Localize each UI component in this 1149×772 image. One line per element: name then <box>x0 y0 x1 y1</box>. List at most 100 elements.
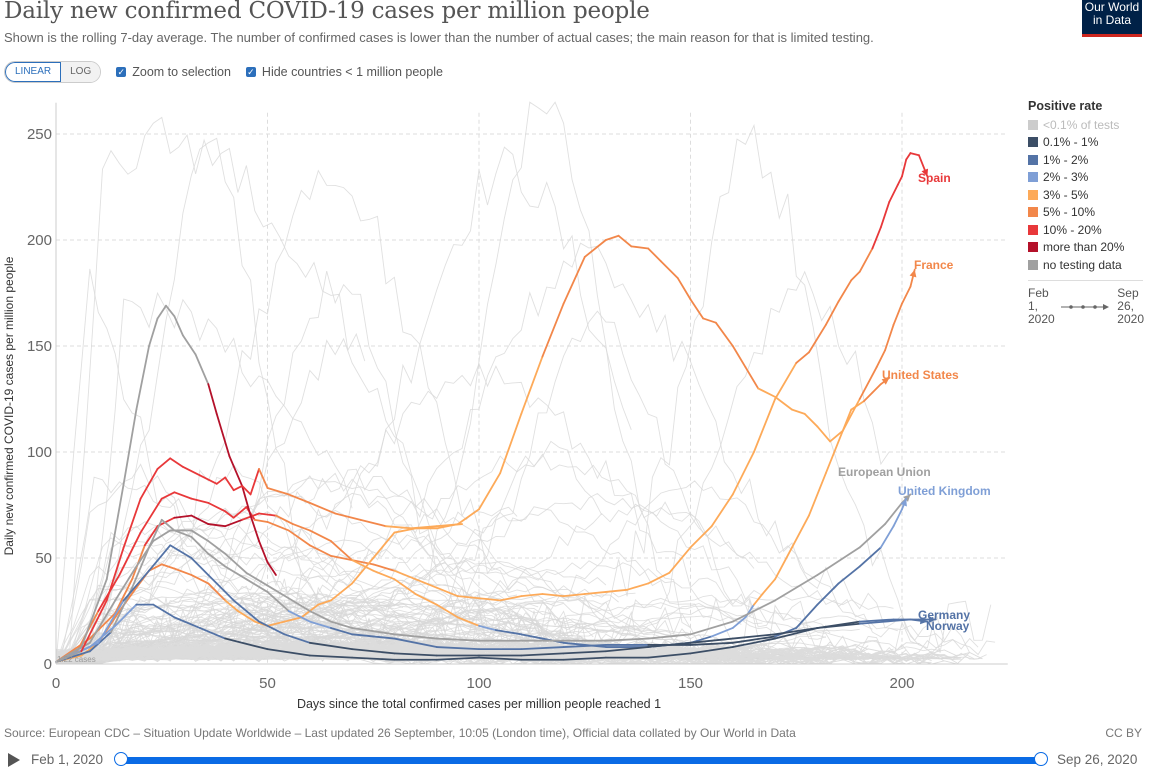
series-segment <box>837 565 861 585</box>
owid-logo[interactable]: Our World in Data <box>1082 0 1142 37</box>
series-end-arrow-icon <box>909 269 917 278</box>
series-segment <box>871 383 882 394</box>
series-segment <box>330 582 354 602</box>
series-segment <box>359 518 387 528</box>
series-segment <box>478 624 497 631</box>
background-country-line <box>55 641 742 661</box>
series-segment <box>499 595 523 602</box>
series-label[interactable]: France <box>914 258 954 272</box>
series-segment <box>791 514 810 549</box>
gridlines <box>56 112 1008 664</box>
legend-title: Positive rate <box>1028 99 1103 113</box>
series-segment <box>266 487 290 496</box>
series-segment <box>689 646 734 655</box>
legend-item[interactable]: no testing data <box>1028 256 1144 274</box>
series-segment <box>702 317 717 324</box>
source-note: Source: European CDC – Situation Update … <box>4 726 796 740</box>
series-segment <box>207 582 227 602</box>
zoom-to-selection-checkbox[interactable]: ✓ Zoom to selection <box>116 65 231 79</box>
series-belgium[interactable] <box>55 457 463 663</box>
legend-item[interactable]: more than 20% <box>1028 239 1144 257</box>
series-segment <box>761 578 776 595</box>
series-segment <box>152 529 172 542</box>
series-segment <box>888 183 899 203</box>
series-segment <box>114 603 138 627</box>
series-segment <box>583 239 607 258</box>
series-label[interactable]: Norway <box>926 619 970 633</box>
series-label[interactable]: European Union <box>838 465 931 479</box>
legend-item[interactable]: 10% - 20% <box>1028 221 1144 239</box>
series-segment <box>372 635 396 640</box>
timeline-track[interactable] <box>120 757 1042 764</box>
series-segment <box>173 616 201 629</box>
series-segment <box>858 620 886 625</box>
log-scale-button[interactable]: LOG <box>61 62 101 82</box>
series-norway[interactable] <box>55 603 929 663</box>
series-segment <box>884 501 903 525</box>
series-label[interactable]: Germany <box>918 608 970 622</box>
timeline-start-label: Feb 1, 2020 <box>31 752 104 767</box>
chart-controls: LINEAR LOG ✓ Zoom to selection ✓ Hide co… <box>4 61 443 83</box>
series-segment <box>173 529 193 538</box>
legend-item[interactable]: 2% - 3% <box>1028 169 1144 187</box>
series-united-kingdom[interactable] <box>55 497 908 663</box>
series-segment <box>896 175 903 186</box>
legend-item[interactable]: 5% - 10% <box>1028 204 1144 222</box>
background-country-line <box>68 116 366 665</box>
series-segment <box>879 200 891 229</box>
hide-small-countries-checkbox[interactable]: ✓ Hide countries < 1 million people <box>245 65 443 79</box>
series-label[interactable]: Spain <box>918 171 951 185</box>
legend-swatch <box>1028 189 1038 200</box>
linear-scale-button[interactable]: LINEAR <box>5 62 62 82</box>
series-segment <box>308 610 332 623</box>
series-segment <box>541 593 565 598</box>
series-spain[interactable] <box>55 152 929 663</box>
legend-item[interactable]: 0.1% - 1% <box>1028 134 1144 152</box>
line-chart[interactable]: Spain France United States European Union Un… <box>0 92 1020 722</box>
series-segment <box>435 637 480 642</box>
series-segment <box>858 247 874 273</box>
x-tick-label: 0 <box>52 675 60 692</box>
series-segment <box>791 408 806 415</box>
y-tick-label: 200 <box>27 232 52 249</box>
legend-item[interactable]: 3% - 5% <box>1028 186 1144 204</box>
license-link[interactable]: CC BY <box>1105 726 1142 740</box>
series-segment <box>190 557 210 576</box>
legend-item[interactable]: <0.1% of tests <box>1028 116 1144 134</box>
legend-item[interactable]: 1% - 2% <box>1028 151 1144 169</box>
series-segment <box>520 633 544 640</box>
play-icon[interactable] <box>8 753 20 767</box>
series-label[interactable]: United Kingdom <box>898 484 991 498</box>
legend-swatch <box>1028 172 1038 183</box>
series-segment <box>258 512 277 517</box>
series-segment <box>605 234 620 241</box>
series-segment <box>647 641 692 648</box>
series-segment <box>266 561 277 576</box>
x-tick-label: 200 <box>889 675 914 692</box>
series-segment <box>689 641 734 646</box>
timeline-start-handle[interactable] <box>114 752 128 766</box>
background-country-line <box>64 596 708 665</box>
legend-range-arrow-icon <box>1055 287 1118 326</box>
legend-swatch <box>1028 224 1038 235</box>
series-end-arrow-icon <box>928 615 936 623</box>
series-label[interactable]: United States <box>882 368 959 382</box>
series-segment <box>207 523 227 528</box>
series-segment <box>80 599 108 653</box>
series-segment <box>901 158 908 178</box>
timeline-end-handle[interactable] <box>1034 752 1048 766</box>
series-segment <box>689 525 713 549</box>
series-labels: Spain France United States European Union Un… <box>838 171 991 633</box>
series-segment <box>207 383 218 415</box>
x-tick-label: 150 <box>678 675 703 692</box>
series-segment <box>160 518 176 532</box>
series-end-arrow-icon <box>881 377 890 385</box>
series-segment <box>605 637 650 642</box>
series-segment <box>241 485 252 517</box>
series-segment <box>198 627 227 640</box>
series-segment <box>583 591 607 595</box>
zoom-to-selection-label: Zoom to selection <box>132 65 231 79</box>
series-segment <box>160 491 176 500</box>
scale-toggle: LINEAR LOG <box>4 61 102 83</box>
series-france[interactable] <box>55 268 917 663</box>
